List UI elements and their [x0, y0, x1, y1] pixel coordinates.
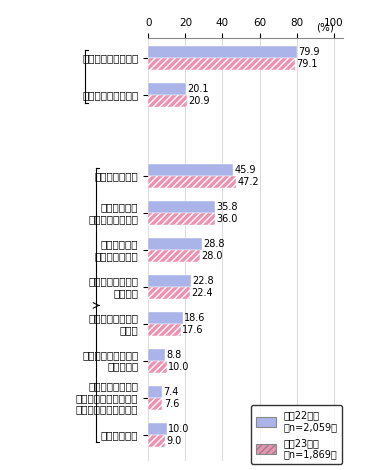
Text: 47.2: 47.2	[238, 177, 259, 187]
Text: 10.0: 10.0	[168, 424, 190, 434]
Bar	[148, 423, 167, 435]
Text: 9.0: 9.0	[167, 436, 182, 446]
Bar	[148, 58, 295, 70]
Text: 20.9: 20.9	[188, 96, 210, 106]
Text: 28.8: 28.8	[203, 239, 225, 249]
Bar	[148, 275, 191, 287]
Bar	[148, 201, 214, 213]
Bar	[148, 46, 296, 58]
Bar	[148, 386, 162, 398]
Text: 22.8: 22.8	[192, 276, 214, 286]
Bar	[148, 361, 167, 373]
Text: 79.9: 79.9	[298, 47, 319, 57]
Bar	[148, 238, 202, 250]
Bar	[148, 176, 236, 188]
Text: (%): (%)	[316, 22, 334, 32]
Bar	[148, 435, 165, 446]
Bar	[148, 349, 165, 361]
Bar	[148, 250, 200, 262]
Text: 7.6: 7.6	[164, 399, 179, 409]
Text: 35.8: 35.8	[216, 202, 238, 212]
Bar	[148, 83, 186, 95]
Bar	[148, 95, 187, 107]
Text: 8.8: 8.8	[166, 350, 181, 360]
Bar	[148, 398, 162, 410]
Text: 7.4: 7.4	[163, 387, 179, 397]
Bar	[148, 287, 190, 299]
Bar	[148, 312, 183, 324]
Text: 22.4: 22.4	[191, 288, 213, 298]
Bar	[148, 164, 234, 176]
Legend: 平成22年末
（n=2,059）, 平成23年末
（n=1,869）: 平成22年末 （n=2,059）, 平成23年末 （n=1,869）	[251, 406, 342, 464]
Text: 18.6: 18.6	[184, 313, 206, 323]
Text: 20.1: 20.1	[187, 84, 209, 94]
Text: 45.9: 45.9	[235, 165, 257, 175]
Bar	[148, 213, 215, 225]
Text: 28.0: 28.0	[202, 251, 223, 261]
Text: 36.0: 36.0	[216, 214, 238, 224]
Bar	[148, 324, 181, 336]
Text: 17.6: 17.6	[183, 325, 204, 335]
Text: 10.0: 10.0	[168, 362, 190, 372]
Text: 79.1: 79.1	[296, 59, 318, 69]
